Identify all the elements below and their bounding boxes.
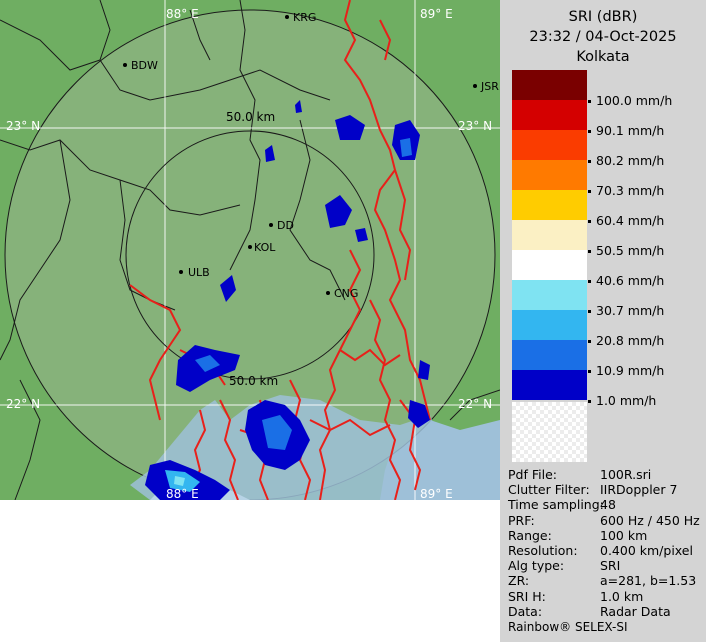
legend-level-label: 50.5 mm/h (596, 243, 665, 258)
info-value: 100 km (600, 527, 648, 543)
station-name: Kolkata (576, 49, 630, 65)
legend-swatch (512, 190, 587, 220)
info-value: Radar Data (600, 603, 671, 619)
legend-swatch (512, 370, 587, 400)
place-label-jsr: JSR (480, 80, 499, 93)
radar-range-disc (4, 9, 496, 500)
range-ring-50km (125, 130, 375, 380)
radar-map: 88° E 89° E 23° N 23° N 22° N 22° N 88° … (0, 0, 500, 500)
lat-label-22-left: 22° N (6, 397, 40, 411)
info-key: Clutter Filter: (508, 482, 590, 498)
legend-level-label: 30.7 mm/h (596, 303, 665, 318)
info-value: 100R.sri (600, 467, 652, 482)
legend-level-label: 70.3 mm/h (596, 183, 665, 198)
info-value: 0.400 km/pixel (600, 543, 693, 558)
lon-label-89-bottom: 89° E (420, 487, 453, 500)
brand-label: Rainbow® SELEX-SI (508, 620, 628, 634)
info-key: Time sampling: (508, 497, 604, 513)
place-marker-krg (285, 15, 289, 19)
info-key: ZR: (508, 573, 530, 589)
legend-tick (588, 100, 591, 103)
place-marker-jsr (473, 84, 477, 88)
legend-swatch (512, 310, 587, 340)
legend-level-label: 60.4 mm/h (596, 213, 665, 228)
legend-swatch (512, 100, 587, 130)
lon-label-88: 88° E (166, 7, 199, 21)
info-key: Pdf File: (508, 467, 557, 482)
info-key: Alg type: (508, 558, 565, 574)
place-marker-dd (269, 223, 273, 227)
info-value: 48 (600, 497, 616, 513)
info-key: PRF: (508, 512, 535, 528)
legend-tick (588, 280, 591, 283)
legend-tick (588, 340, 591, 343)
legend-swatch (512, 250, 587, 280)
legend-swatch (512, 160, 587, 190)
range-label-top: 50.0 km (226, 110, 275, 124)
rain-echoes (145, 100, 430, 500)
legend-tick (588, 220, 591, 223)
legend-swatch (512, 280, 587, 310)
lon-label-88-bottom: 88° E (166, 487, 199, 500)
info-key: Range: (508, 527, 552, 543)
legend-level-label: 20.8 mm/h (596, 333, 665, 348)
place-marker-cng (326, 291, 330, 295)
legend-tick (588, 400, 591, 403)
info-key: Resolution: (508, 543, 578, 558)
legend-swatch (512, 220, 587, 250)
info-value: IIRDoppler 7 (600, 482, 678, 498)
graticule-labels: 88° E 89° E 23° N 23° N 22° N 22° N 88° … (6, 7, 492, 500)
info-key: Data: (508, 603, 543, 619)
legend-tick (588, 370, 591, 373)
range-labels: 50.0 km 50.0 km (226, 110, 278, 388)
legend-tick (588, 160, 591, 163)
place-label-krg: KRG (293, 11, 316, 24)
place-marker-bdw (123, 63, 127, 67)
legend-level-label: 100.0 mm/h (596, 93, 673, 108)
legend-swatch (512, 70, 587, 100)
lat-label-23-right: 23° N (458, 119, 492, 133)
range-label-bottom: 50.0 km (229, 374, 278, 388)
legend-tick (588, 310, 591, 313)
place-label-ulb: ULB (188, 266, 210, 279)
legend-tick (588, 190, 591, 193)
legend-level-label: 40.6 mm/h (596, 273, 665, 288)
lon-label-89: 89° E (420, 7, 453, 21)
no-data-swatch (512, 402, 587, 462)
place-label-bdw: BDW (131, 59, 158, 72)
lat-label-22-right: 22° N (458, 397, 492, 411)
product-title: SRI (dBR) (568, 9, 638, 25)
legend-level-label: 90.1 mm/h (596, 123, 665, 138)
legend-swatch (512, 340, 587, 370)
legend-swatch (512, 130, 587, 160)
info-value: 600 Hz / 450 Hz (600, 512, 700, 528)
legend-tick (588, 130, 591, 133)
info-value: SRI (600, 558, 621, 574)
place-label-kol: KOL (254, 241, 276, 254)
legend-level-label: 10.9 mm/h (596, 363, 665, 378)
info-value: a=281, b=1.53 (600, 573, 697, 589)
info-key: SRI H: (508, 588, 546, 604)
places: KRG BDW JSR DD KOL ULB CNG (123, 11, 499, 300)
product-datetime: 23:32 / 04-Oct-2025 (529, 29, 677, 45)
legend-level-label: 80.2 mm/h (596, 153, 665, 168)
place-marker-kol (248, 245, 252, 249)
lat-label-23-left: 23° N (6, 119, 40, 133)
place-marker-ulb (179, 270, 183, 274)
legend-tick (588, 250, 591, 253)
legend-level-label: 1.0 mm/h (596, 393, 657, 408)
place-label-cng: CNG (334, 287, 358, 300)
info-value: 1.0 km (600, 588, 644, 604)
place-label-dd: DD (277, 219, 294, 232)
